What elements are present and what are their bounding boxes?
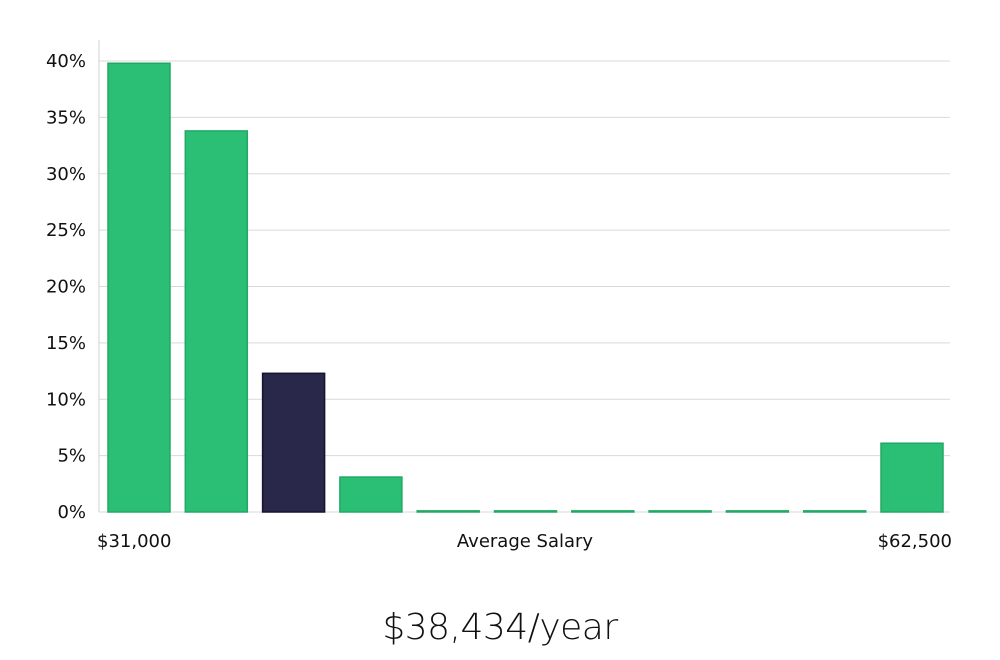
bars: [107, 62, 944, 513]
y-tick-label: 20%: [46, 277, 86, 298]
y-tick-label: 35%: [46, 107, 86, 128]
y-tick-label: 15%: [46, 333, 86, 354]
salary-histogram-chart: 0% 5% 10% 15% 20% 25% 30% 35% 40% $31,000 Averag…: [46, 40, 952, 552]
bar: [802, 510, 867, 513]
x-max-label: $62,500: [878, 531, 952, 552]
bar: [493, 510, 558, 513]
y-tick-label: 40%: [46, 51, 86, 72]
x-axis-labels: $31,000 Average Salary $62,500: [97, 531, 952, 552]
bar: [880, 442, 944, 513]
y-tick-label: 25%: [46, 220, 86, 241]
bar: [339, 476, 403, 513]
bar-highlighted: [261, 372, 326, 513]
y-tick-label: 10%: [46, 389, 86, 410]
average-salary-value: $38,434/year: [382, 607, 618, 648]
bar: [107, 62, 171, 513]
x-min-label: $31,000: [97, 531, 171, 552]
bar: [416, 510, 480, 513]
y-axis-ticks: 0% 5% 10% 15% 20% 25% 30% 35% 40%: [46, 51, 86, 523]
y-tick-label: 5%: [57, 446, 86, 467]
bar: [648, 510, 712, 513]
bar: [725, 510, 790, 513]
y-tick-label: 30%: [46, 164, 86, 185]
x-axis-title: Average Salary: [457, 531, 594, 552]
y-tick-label: 0%: [57, 502, 86, 523]
bar: [571, 510, 635, 513]
bar: [184, 130, 249, 513]
